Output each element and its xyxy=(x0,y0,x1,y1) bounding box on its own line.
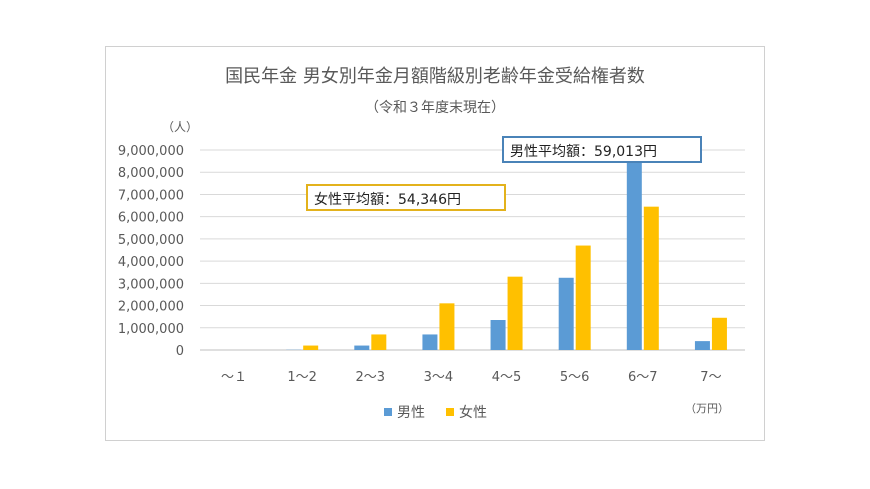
chart-title: 国民年金 男女別年金月額階級別老齢年金受給権者数 xyxy=(225,66,645,87)
x-tick-label: 6～7 xyxy=(628,370,658,385)
male-average-callout: 男性平均額：59,013円 xyxy=(502,136,702,163)
male-bar xyxy=(490,320,506,350)
y-tick-label: 0 xyxy=(176,344,184,359)
female-bar xyxy=(643,206,659,350)
x-tick-label: 4～5 xyxy=(492,370,522,385)
male-legend-swatch xyxy=(384,408,392,416)
legend-label-male: 男性 xyxy=(397,405,425,421)
y-tick-label: 3,000,000 xyxy=(118,277,184,292)
y-tick-label: 6,000,000 xyxy=(118,211,184,226)
x-tick-label: 7～ xyxy=(700,370,721,385)
chart-subtitle: （令和３年度末現在） xyxy=(365,100,505,116)
x-tick-label: 2～3 xyxy=(356,370,386,385)
female-legend-swatch xyxy=(446,408,454,416)
female-bar xyxy=(711,317,727,350)
female-bar xyxy=(371,334,387,350)
x-tick-label: ～１ xyxy=(221,370,247,385)
male-bar xyxy=(626,158,642,350)
female-average-callout: 女性平均額：54,346円 xyxy=(306,184,506,211)
y-tick-label: 4,000,000 xyxy=(118,255,184,270)
male-bar xyxy=(694,341,710,350)
female-bar xyxy=(303,345,319,350)
male-bar xyxy=(354,345,370,350)
y-tick-label: 7,000,000 xyxy=(118,188,184,203)
y-tick-label: 8,000,000 xyxy=(118,166,184,181)
male-bar xyxy=(558,277,574,350)
y-tick-label: 1,000,000 xyxy=(118,322,184,337)
male-bar xyxy=(422,334,438,350)
x-axis-unit-label: （万円） xyxy=(685,402,729,415)
female-bar xyxy=(575,245,591,350)
x-tick-label: 5～6 xyxy=(560,370,590,385)
y-tick-label: 9,000,000 xyxy=(118,144,184,159)
x-tick-label: 1～2 xyxy=(287,370,317,385)
x-tick-label: 3～4 xyxy=(424,370,454,385)
y-axis-unit-label: （人） xyxy=(162,120,198,134)
female-bar xyxy=(507,276,523,350)
female-bar xyxy=(439,303,455,350)
y-tick-label: 5,000,000 xyxy=(118,233,184,248)
y-tick-label: 2,000,000 xyxy=(118,300,184,315)
legend-label-female: 女性 xyxy=(459,404,487,421)
